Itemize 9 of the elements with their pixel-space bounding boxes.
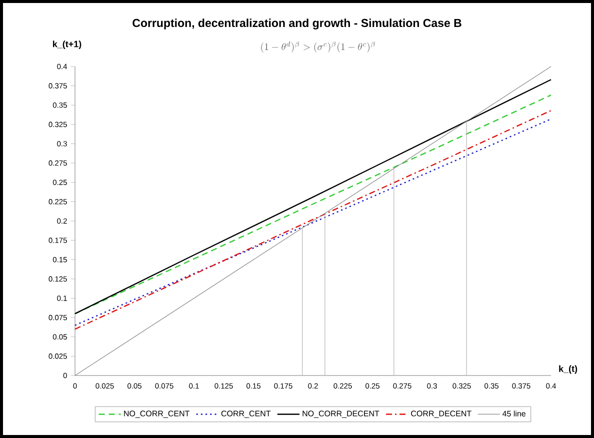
y-axis-title: k_(t+1) — [52, 40, 82, 49]
legend-label: NO_CORR_DECENT — [302, 410, 380, 418]
x-axis-title: k_(t) — [559, 365, 578, 374]
legend-label: CORR_DECENT — [411, 410, 472, 418]
legend-label: 45 line — [502, 410, 526, 416]
legend-label: CORR_CENT — [221, 410, 271, 418]
legend-label: NO_CORR_CENT — [124, 410, 190, 418]
text: $(1-\theta^{d})^{\beta} > (\sigma^{c})^{\beta}(1-\theta^{c})^{\beta}$ — [261, 41, 375, 52]
chart-title: Corruption, decentralization and growth - Simulation Case B — [132, 18, 462, 30]
